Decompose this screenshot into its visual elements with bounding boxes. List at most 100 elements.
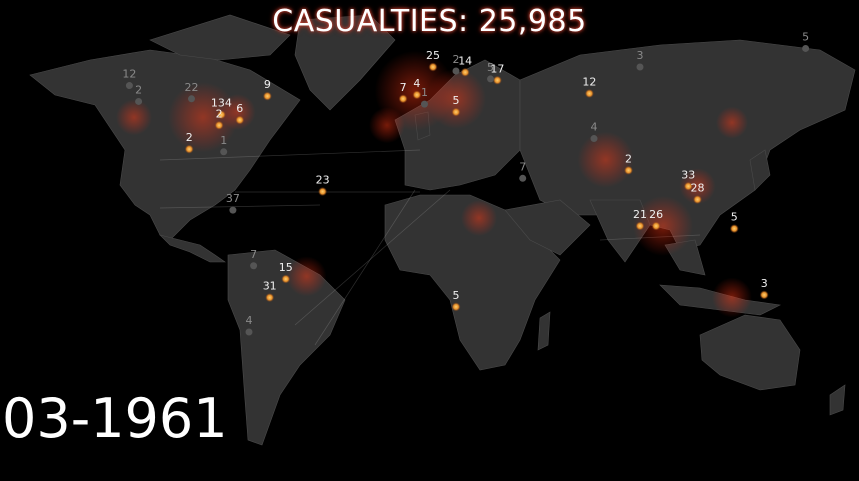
activity-glow — [633, 195, 693, 256]
event-dot-great-lakes — [216, 110, 226, 120]
event-dot-peru — [250, 262, 258, 270]
greenland — [294, 14, 396, 111]
event-dot-arabia — [519, 174, 527, 182]
event-dot-moscow — [492, 75, 502, 85]
casualty-label-argentina: 31 — [263, 280, 277, 293]
alaska-canada-north — [149, 14, 291, 61]
casualty-label-s-africa: 5 — [453, 289, 460, 302]
casualty-label-urals: 2 — [453, 53, 460, 66]
madagascar — [537, 311, 551, 351]
event-dot-kazakh — [584, 89, 594, 98]
casualty-label-indonesia-a: 21 — [633, 208, 647, 221]
event-dot-europe-a — [398, 94, 408, 104]
event-dot-europe-c — [420, 100, 428, 108]
casualty-label-siberia: 3 — [637, 49, 644, 62]
event-dot-balkans — [451, 107, 461, 117]
casualty-label-europe-a: 7 — [400, 81, 407, 94]
casualty-label-moscow: 17 — [490, 62, 504, 75]
north-america — [29, 49, 301, 241]
activity-glow — [286, 256, 327, 297]
event-dot-siberia — [636, 63, 644, 71]
event-dot-texas — [184, 144, 194, 154]
casualty-label-europe-b: 4 — [413, 77, 420, 90]
casualty-label-atlantic: 23 — [316, 174, 330, 187]
casualty-label-philippines-b: 28 — [691, 182, 705, 195]
activity-glow — [716, 106, 748, 139]
casualty-label-canada: 22 — [185, 81, 199, 94]
arabia — [504, 199, 591, 256]
event-dot-atlantic — [318, 187, 328, 197]
casualty-label-colombia: 37 — [226, 192, 240, 205]
casualty-label-great-lakes: 134 — [211, 97, 232, 110]
activity-glow — [679, 168, 716, 205]
event-dot-argentina — [265, 293, 275, 303]
event-dot-burma — [624, 165, 633, 175]
event-dot-indonesia-a — [635, 221, 645, 231]
casualty-label-europe-c: 1 — [421, 86, 428, 99]
casualty-label-arabia: 7 — [519, 160, 526, 173]
event-dot-canada-w2 — [135, 97, 143, 105]
casualties-label: CASUALTIES: — [272, 4, 469, 39]
event-dot-east-coast — [235, 115, 245, 125]
casualty-label-patagonia: 4 — [246, 314, 253, 327]
activity-glow — [426, 68, 486, 129]
casualty-label-east-coast: 6 — [236, 102, 243, 115]
casualty-label-kazakh: 12 — [582, 76, 596, 89]
event-dot-philippines-b — [693, 195, 702, 204]
casualty-label-labrador: 9 — [264, 78, 271, 91]
date-readout: 03-1961 — [2, 387, 228, 450]
event-dot-arctic — [802, 44, 810, 52]
activity-glow — [116, 99, 152, 136]
casualty-label-texas: 2 — [186, 131, 193, 144]
casualty-label-ohio: 2 — [216, 107, 223, 120]
event-dot-indonesia-b — [651, 221, 661, 231]
casualty-label-papua: 5 — [731, 211, 738, 224]
event-dot-s-africa — [451, 302, 461, 312]
activity-glow — [168, 82, 238, 153]
event-dots — [125, 44, 810, 336]
event-dot-canada — [188, 95, 195, 103]
casualty-label-peru: 7 — [250, 248, 257, 261]
event-dot-urals — [452, 67, 460, 75]
casualty-label-canada-w: 12 — [122, 68, 136, 81]
event-dot-papua — [729, 224, 739, 234]
event-dot-philippines — [683, 181, 693, 191]
activity-glow — [712, 277, 752, 318]
casualty-label-philippines: 33 — [681, 168, 695, 181]
casualty-label-baltic: 14 — [458, 54, 472, 67]
event-dot-norway — [428, 62, 438, 72]
activity-glows — [116, 50, 752, 318]
event-dot-labrador — [262, 91, 272, 101]
event-dot-florida — [220, 148, 228, 156]
casualty-label-brazil: 15 — [279, 261, 293, 274]
event-dot-australia — [759, 290, 769, 300]
casualty-label-burma: 2 — [625, 152, 632, 165]
event-dot-brazil — [281, 274, 291, 284]
casualty-label-norway: 25 — [426, 49, 440, 62]
casualties-count: 25,985 — [478, 4, 587, 39]
casualty-label-balkans: 5 — [453, 94, 460, 107]
new-zealand — [829, 384, 846, 416]
event-dot-colombia — [229, 206, 237, 214]
casualty-label-tibet: 4 — [591, 121, 598, 134]
casualty-label-moscow-b: 5 — [487, 61, 494, 74]
activity-glow — [369, 107, 405, 144]
event-dot-ohio — [214, 120, 224, 130]
event-dot-baltic — [460, 67, 470, 77]
casualty-label-canada-w2: 2 — [135, 83, 142, 96]
activity-glow — [219, 94, 256, 130]
event-dot-patagonia — [245, 328, 253, 336]
event-dot-canada-w — [125, 82, 133, 90]
casualty-label-australia: 3 — [761, 277, 768, 290]
event-dot-tibet — [590, 135, 598, 143]
casualties-title: CASUALTIES: 25,985 — [0, 4, 859, 39]
activity-glow — [461, 200, 497, 236]
central-america — [159, 234, 226, 263]
activity-glow — [577, 131, 634, 188]
japan — [749, 149, 771, 191]
event-dot-moscow-b — [487, 75, 494, 83]
asia — [519, 39, 856, 251]
